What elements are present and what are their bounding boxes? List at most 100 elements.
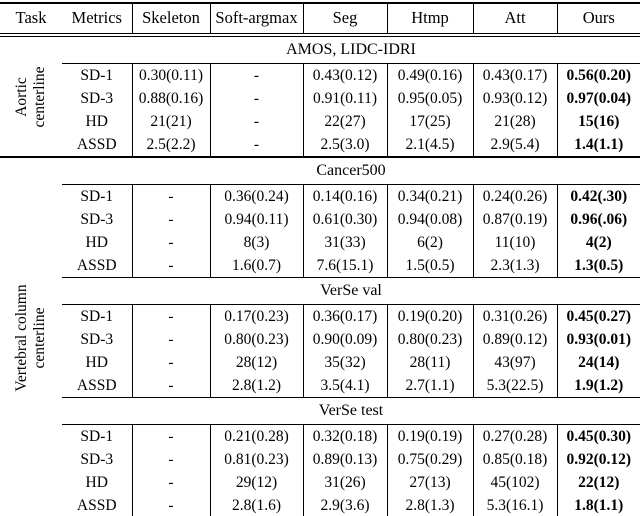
value-cell: - (210, 110, 304, 133)
value-cell: 2.7(1.1) (387, 374, 474, 398)
task-label: Vertebral column centerline (0, 156, 62, 516)
table-row: ASSD -2.8(1.6) 2.9(3.6) 2.8(1.3) 5.3(16.1) 1.… (0, 494, 640, 516)
col-header-att: Att (473, 3, 558, 37)
metric-cell: SD-1 (62, 184, 133, 208)
metric-cell: HD (62, 110, 133, 133)
value-cell: - (132, 254, 211, 278)
value-cell: 0.81(0.23) (210, 448, 304, 471)
value-cell: 0.36(0.24) (210, 184, 304, 208)
value-cell: 0.90(0.09) (303, 328, 388, 351)
value-cell: 0.30(0.11) (132, 63, 211, 87)
value-cell: 0.14(0.16) (303, 184, 388, 208)
value-cell: 8(3) (210, 231, 304, 254)
metric-cell: ASSD (62, 494, 133, 516)
value-cell: 1.6(0.7) (210, 254, 304, 278)
value-cell: 7.6(15.1) (303, 254, 388, 278)
table-row: HD -29(12) 31(26) 27(13) 45(102) 22(12) (0, 471, 640, 494)
metric-cell: SD-1 (62, 304, 133, 328)
value-cell: 5.3(22.5) (473, 374, 558, 398)
metric-cell: HD (62, 231, 133, 254)
value-cell: - (210, 133, 304, 157)
value-cell: - (132, 208, 211, 231)
value-cell: - (210, 63, 304, 87)
table-row: SD-1-0.17(0.23) 0.36(0.17) 0.19(0.20) 0.31(… (0, 304, 640, 328)
value-cell: 0.27(0.28) (473, 424, 558, 448)
col-header-soft-argmax: Soft-argmax (210, 3, 304, 37)
value-cell: 0.32(0.18) (303, 424, 388, 448)
ours-value-cell: 15(16) (578, 112, 620, 130)
table-row: ASSD -1.6(0.7) 7.6(15.1) 1.5(0.5) 2.3(1.3) 1.… (0, 254, 640, 278)
value-cell: - (132, 231, 211, 254)
value-cell: 0.85(0.18) (473, 448, 558, 471)
metric-cell: SD-3 (62, 328, 133, 351)
value-cell: 0.94(0.11) (210, 208, 304, 231)
value-cell: 22(27) (303, 110, 388, 133)
ours-value-cell: 0.97(0.04) (566, 89, 632, 107)
ours-value-cell: 22(12) (578, 473, 620, 491)
value-cell: 0.24(0.26) (473, 184, 558, 208)
value-cell: 0.75(0.29) (387, 448, 474, 471)
table-row: SD-3-0.80(0.23) 0.90(0.09) 0.80(0.23) 0.89(… (0, 328, 640, 351)
metric-cell: ASSD (62, 254, 133, 278)
value-cell: 0.21(0.28) (210, 424, 304, 448)
ours-value-cell: 0.96(.06) (570, 210, 628, 228)
value-cell: - (132, 328, 211, 351)
value-cell: 0.93(0.12) (473, 87, 558, 110)
value-cell: 11(10) (473, 231, 558, 254)
value-cell: 0.91(0.11) (303, 87, 388, 110)
value-cell: 0.43(0.12) (303, 63, 388, 87)
value-cell: 0.34(0.21) (387, 184, 474, 208)
value-cell: 2.3(1.3) (473, 254, 558, 278)
table-row: SD-1 0.30(0.11) -0.43(0.12) 0.49(0.16) 0.43(… (0, 63, 640, 87)
value-cell: 2.8(1.3) (387, 494, 474, 516)
table-row: SD-3-0.81(0.23) 0.89(0.13) 0.75(0.29) 0.85(… (0, 448, 640, 471)
col-header-skeleton: Skeleton (132, 3, 211, 37)
col-header-seg: Seg (303, 3, 388, 37)
table-row: SD-1-0.36(0.24) 0.14(0.16) 0.34(0.21) 0.24(… (0, 184, 640, 208)
metric-cell: ASSD (62, 133, 133, 157)
col-header-ours: Ours (557, 3, 640, 37)
metric-cell: SD-1 (62, 424, 133, 448)
value-cell: 6(2) (387, 231, 474, 254)
dataset-title-row: Vertebral column centerline Cancer500 (0, 156, 640, 516)
value-cell: 0.88(0.16) (132, 87, 211, 110)
value-cell: 0.49(0.16) (387, 63, 474, 87)
value-cell: 0.89(0.12) (473, 328, 558, 351)
value-cell: 2.1(4.5) (387, 133, 474, 157)
value-cell: 0.80(0.23) (387, 328, 474, 351)
value-cell: 2.8(1.6) (210, 494, 304, 516)
ours-value-cell: 0.56(0.20) (566, 66, 632, 84)
value-cell: - (132, 184, 211, 208)
value-cell: - (132, 351, 211, 374)
table-body: Aortic centerline AMOS, LIDC-IDRI SD-1 0.30(… (0, 35, 640, 516)
metric-cell: SD-3 (62, 87, 133, 110)
value-cell: 1.5(0.5) (387, 254, 474, 278)
ours-value-cell: 1.9(1.2) (574, 376, 624, 394)
value-cell: - (132, 471, 211, 494)
ours-value-cell: 0.45(0.27) (566, 307, 632, 325)
ours-value-cell: 1.4(1.1) (574, 135, 624, 153)
dataset-title-row: VerSe val (0, 277, 640, 305)
value-cell: - (132, 304, 211, 328)
value-cell: 2.5(2.2) (132, 133, 211, 157)
dataset-title: Cancer500 (62, 156, 640, 185)
dataset-title-row: Aortic centerline AMOS, LIDC-IDRI (0, 35, 640, 127)
value-cell: 0.61(0.30) (303, 208, 388, 231)
value-cell: 2.9(5.4) (473, 133, 558, 157)
ours-value-cell: 0.92(0.12) (566, 450, 632, 468)
value-cell: 21(28) (473, 110, 558, 133)
value-cell: - (132, 424, 211, 448)
table-row: SD-1-0.21(0.28) 0.32(0.18) 0.19(0.19) 0.27(… (0, 424, 640, 448)
task-label-rotated-text: Aortic centerline (13, 65, 48, 128)
dataset-title: VerSe test (62, 397, 640, 425)
table-row: SD-3 0.88(0.16) -0.91(0.11) 0.95(0.05) 0.93(… (0, 87, 640, 110)
ours-value-cell: 0.93(0.01) (566, 330, 632, 348)
dataset-title-row: VerSe test (0, 397, 640, 425)
metric-cell: SD-3 (62, 208, 133, 231)
value-cell: - (132, 448, 211, 471)
ours-value-cell: 4(2) (585, 233, 612, 251)
header-row: Task Metrics Skeleton Soft-argmax Seg Ht… (0, 3, 640, 37)
table-row: HD 21(21) -22(27) 17(25) 21(28) 15(16) (0, 110, 640, 133)
